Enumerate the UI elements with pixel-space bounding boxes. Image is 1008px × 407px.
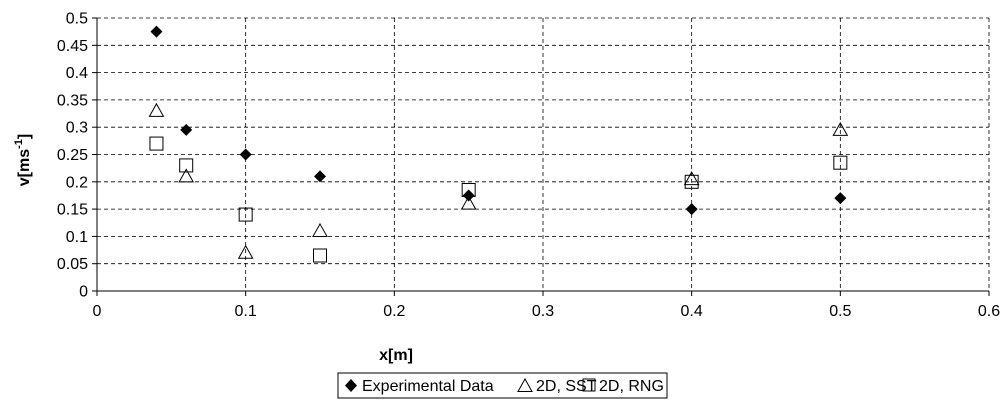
point-experimental-data — [462, 189, 475, 202]
legend-label-experimental-data: Experimental Data — [362, 378, 494, 395]
point-experimental-data — [180, 123, 193, 136]
y-tick-label: 0.15 — [57, 202, 88, 219]
x-tick-label: 0.6 — [978, 303, 1000, 320]
point-experimental-data — [314, 170, 326, 183]
x-tick-label: 0.1 — [235, 303, 257, 320]
grid-lines — [97, 17, 990, 291]
legend-square-icon — [582, 378, 596, 392]
point-2d-rng — [684, 174, 699, 189]
legend: Experimental Data 2D, SST 2D, RNG — [337, 372, 668, 399]
point-2d-rng — [238, 207, 253, 222]
legend-item-2d-sst: 2D, SST — [517, 377, 597, 395]
x-tick-label: 0.2 — [383, 303, 405, 320]
y-tick-label: 0.5 — [66, 11, 88, 28]
y-tick-label: 0.05 — [57, 256, 88, 273]
y-tick-label: 0.4 — [66, 65, 88, 82]
y-tick-label: 0.25 — [57, 147, 88, 164]
point-experimental-data — [239, 148, 252, 161]
legend-label-2d-sst: 2D, SST — [536, 378, 597, 395]
x-tick-labels: 0 0.1 0.2 0.3 0.4 0.5 0.6 — [93, 303, 1001, 320]
point-2d-rng — [179, 158, 194, 173]
y-tick-label: 0.1 — [66, 229, 88, 246]
y-tick-labels: 0 0.05 0.1 0.15 0.2 0.25 0.3 0.35 0.4 0.45 0.5 — [57, 11, 88, 301]
y-tick-label: 0.3 — [66, 120, 88, 137]
point-2d-rng — [461, 182, 476, 197]
point-2d-rng — [833, 155, 848, 170]
point-2d-sst — [237, 244, 254, 259]
x-tick-label: 0.5 — [829, 303, 851, 320]
point-experimental-data — [834, 192, 847, 205]
data-points — [148, 25, 849, 263]
legend-diamond-icon — [345, 379, 357, 392]
axes — [92, 17, 990, 296]
legend-item-2d-rng: 2D, RNG — [582, 378, 664, 395]
legend-triangle-icon — [517, 377, 533, 392]
y-tick-label: 0 — [79, 284, 88, 301]
x-axis-title: x[m] — [379, 347, 413, 364]
point-2d-sst — [460, 195, 477, 210]
point-2d-rng — [313, 248, 327, 263]
point-experimental-data — [150, 25, 163, 38]
y-axis-title-main: v[ms — [16, 149, 33, 186]
y-axis-title-superscript: -1 — [13, 139, 25, 149]
point-2d-sst — [148, 102, 165, 117]
x-tick-label: 0.4 — [681, 303, 703, 320]
legend-box — [337, 372, 668, 399]
x-tick-label: 0.3 — [532, 303, 554, 320]
x-tick-label: 0 — [93, 303, 102, 320]
legend-item-experimental-data: Experimental Data — [345, 378, 494, 395]
y-tick-label: 0.45 — [57, 38, 88, 55]
legend-label-2d-rng: 2D, RNG — [599, 378, 664, 395]
point-2d-sst — [312, 222, 328, 237]
point-experimental-data — [685, 203, 698, 216]
point-2d-sst — [832, 121, 849, 136]
y-tick-label: 0.2 — [66, 174, 88, 191]
y-axis-title: v[ms-1] — [13, 134, 33, 186]
y-axis-title-suffix: ] — [16, 134, 33, 139]
point-2d-sst — [683, 171, 700, 186]
point-2d-rng — [149, 136, 164, 151]
y-tick-label: 0.35 — [57, 92, 88, 109]
point-2d-sst — [178, 168, 195, 183]
